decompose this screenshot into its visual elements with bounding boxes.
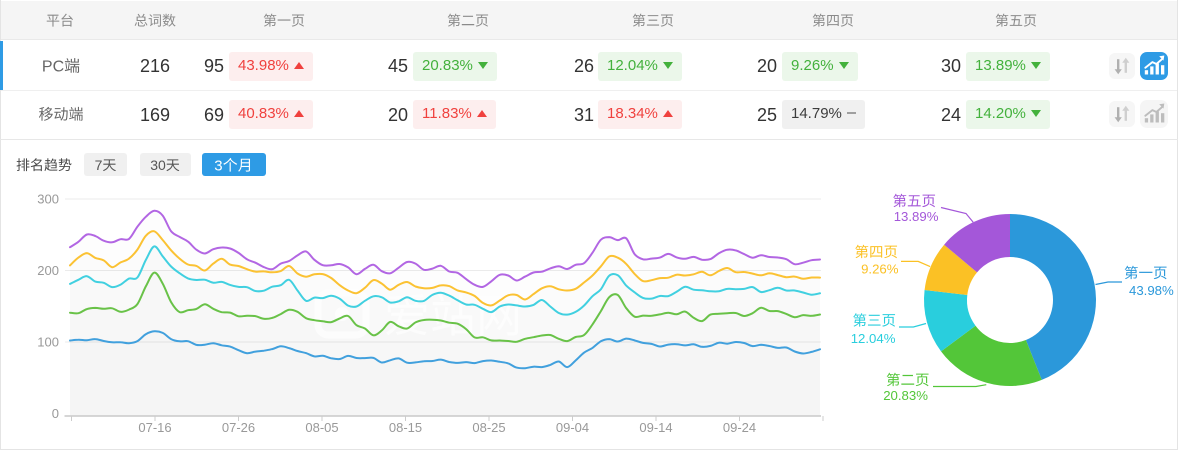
- svg-text:13.89%: 13.89%: [894, 209, 939, 224]
- svg-text:200: 200: [37, 263, 59, 278]
- svg-text:43.98%: 43.98%: [1129, 283, 1174, 298]
- svg-text:7: 7: [95, 157, 103, 173]
- svg-text:100: 100: [37, 335, 59, 350]
- svg-text:20.83%: 20.83%: [883, 388, 928, 403]
- svg-text:09-14: 09-14: [639, 420, 672, 435]
- svg-text:08-25: 08-25: [472, 420, 505, 435]
- svg-text:09-04: 09-04: [556, 420, 589, 435]
- svg-text:09-24: 09-24: [723, 420, 756, 435]
- svg-text:3: 3: [214, 158, 222, 175]
- svg-text:08-15: 08-15: [389, 420, 422, 435]
- svg-text:300: 300: [37, 192, 59, 207]
- svg-text:08-05: 08-05: [305, 420, 338, 435]
- svg-text:30: 30: [150, 157, 166, 173]
- svg-text:PC: PC: [42, 59, 64, 76]
- svg-text:07-16: 07-16: [138, 420, 171, 435]
- svg-text:07-26: 07-26: [222, 420, 255, 435]
- svg-text:9.26%: 9.26%: [861, 262, 899, 277]
- svg-text:0: 0: [52, 406, 59, 421]
- svg-text:12.04%: 12.04%: [851, 331, 896, 346]
